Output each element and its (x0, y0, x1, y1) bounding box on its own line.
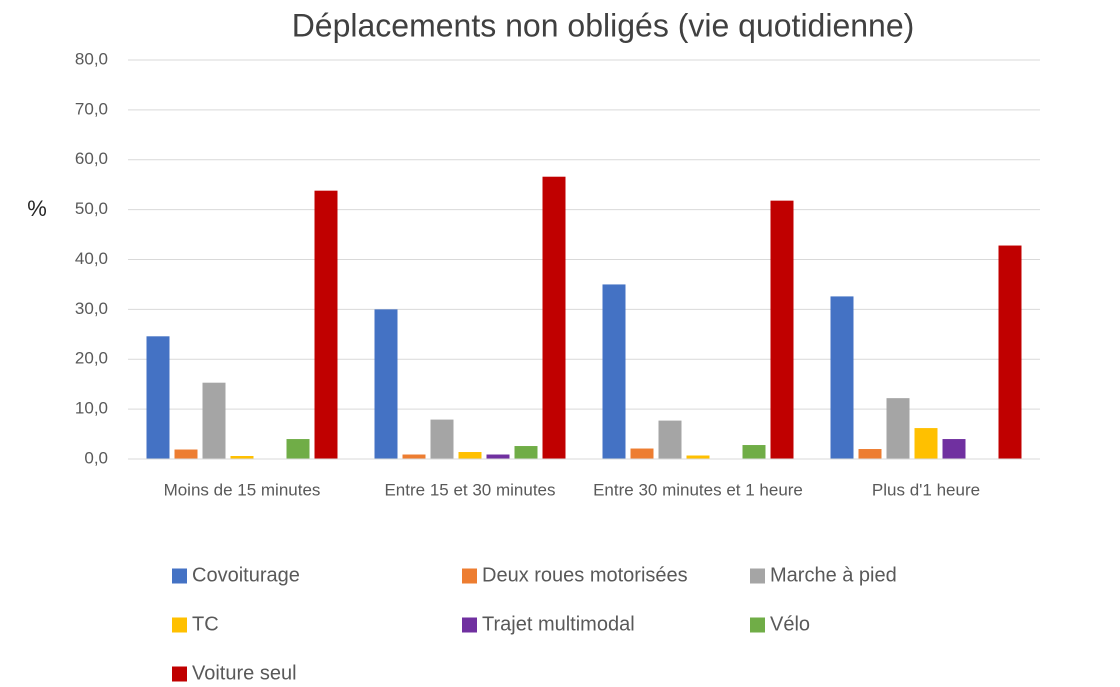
x-tick-label: Plus d'1 heure (872, 480, 980, 499)
chart-title: Déplacements non obligés (vie quotidienn… (292, 7, 915, 43)
bar (630, 448, 654, 459)
legend-swatch (750, 568, 765, 584)
bar (542, 176, 566, 459)
bar (914, 428, 938, 459)
legend-label: Marche à pied (770, 564, 897, 586)
legend-label: TC (192, 613, 219, 635)
bar (402, 454, 426, 459)
bar (374, 309, 398, 459)
bar (770, 200, 794, 459)
x-tick-label: Entre 30 minutes et 1 heure (593, 480, 803, 499)
bar (514, 446, 538, 459)
legend-swatch (462, 568, 477, 584)
bar (146, 336, 170, 459)
y-tick-label: 30,0 (75, 299, 108, 318)
bar (886, 398, 910, 459)
bar (486, 454, 510, 459)
bar (686, 455, 710, 459)
bar (998, 245, 1022, 459)
legend-swatch (172, 617, 187, 633)
bar (174, 449, 198, 459)
legend-label: Voiture seul (192, 662, 297, 684)
y-tick-label: 50,0 (75, 199, 108, 218)
bar (658, 420, 682, 459)
bar (286, 439, 310, 459)
bar (830, 296, 854, 459)
x-tick-label: Entre 15 et 30 minutes (384, 480, 555, 499)
y-tick-label: 80,0 (75, 49, 108, 68)
bar (458, 452, 482, 459)
y-tick-label: 60,0 (75, 149, 108, 168)
legend-swatch (172, 666, 187, 682)
bar (202, 382, 226, 459)
bar (602, 284, 626, 459)
legend-label: Deux roues motorisées (482, 564, 688, 586)
bar (314, 190, 338, 460)
y-axis-label: % (27, 196, 47, 221)
y-tick-label: 70,0 (75, 99, 108, 118)
y-tick-label: 10,0 (75, 399, 108, 418)
legend-swatch (462, 617, 477, 633)
legend-swatch (750, 617, 765, 633)
bar (942, 439, 966, 459)
y-tick-label: 20,0 (75, 349, 108, 368)
bar (430, 419, 454, 459)
legend-label: Trajet multimodal (482, 613, 635, 635)
bar (742, 445, 766, 459)
bar (858, 449, 882, 459)
legend-swatch (172, 568, 187, 584)
bar (230, 456, 254, 459)
x-tick-label: Moins de 15 minutes (164, 480, 321, 499)
y-tick-label: 0,0 (84, 448, 108, 467)
legend-label: Vélo (770, 613, 810, 635)
legend-label: Covoiturage (192, 564, 300, 586)
y-tick-label: 40,0 (75, 249, 108, 268)
